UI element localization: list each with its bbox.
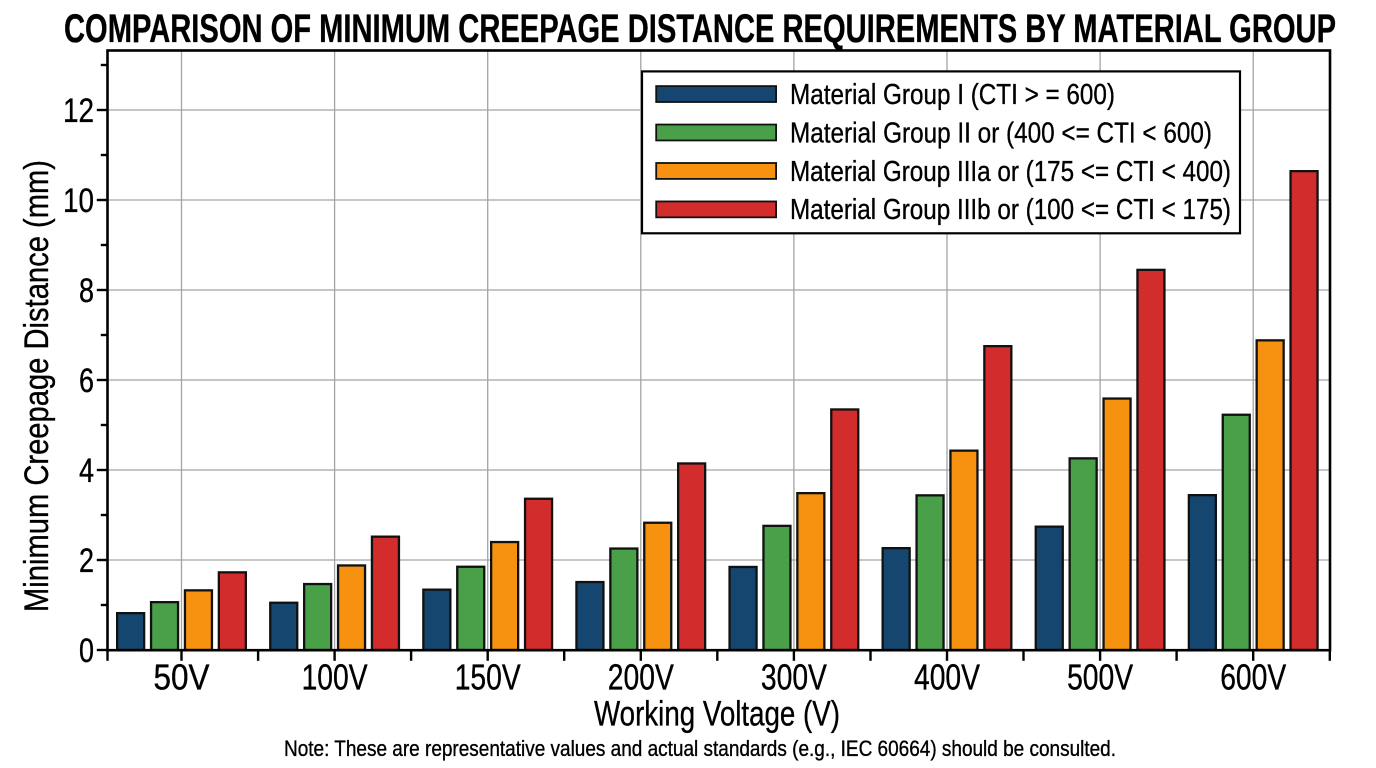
svg-text:10: 10 [63,182,94,220]
svg-text:Material Group IIIa or (175 <=: Material Group IIIa or (175 <= CTI < 400… [790,156,1231,188]
svg-text:400V: 400V [914,657,980,698]
svg-text:Material Group I (CTI > = 600): Material Group I (CTI > = 600) [790,79,1115,111]
svg-text:8: 8 [79,272,94,310]
svg-text:600V: 600V [1220,657,1286,698]
svg-text:300V: 300V [761,657,827,698]
svg-text:Material Group IIIb or (100 <=: Material Group IIIb or (100 <= CTI < 175… [790,194,1231,226]
svg-text:Material Group II or (400 <= C: Material Group II or (400 <= CTI < 600) [790,117,1212,149]
svg-text:100V: 100V [302,657,368,698]
svg-text:2: 2 [79,542,94,580]
svg-text:Working Voltage (V): Working Voltage (V) [594,695,840,734]
svg-text:150V: 150V [455,657,521,698]
svg-text:50V: 50V [154,657,210,698]
svg-text:COMPARISON OF MINIMUM CREEPAGE: COMPARISON OF MINIMUM CREEPAGE DISTANCE … [64,7,1336,51]
svg-text:500V: 500V [1067,657,1133,698]
svg-text:12: 12 [63,92,94,130]
svg-text:6: 6 [79,362,94,400]
svg-text:4: 4 [79,452,94,490]
svg-text:Minimum Creepage Distance (mm): Minimum Creepage Distance (mm) [18,160,56,612]
svg-text:0: 0 [79,632,94,670]
svg-text:Note: These are representative: Note: These are representative values an… [284,736,1116,761]
svg-text:200V: 200V [608,657,674,698]
